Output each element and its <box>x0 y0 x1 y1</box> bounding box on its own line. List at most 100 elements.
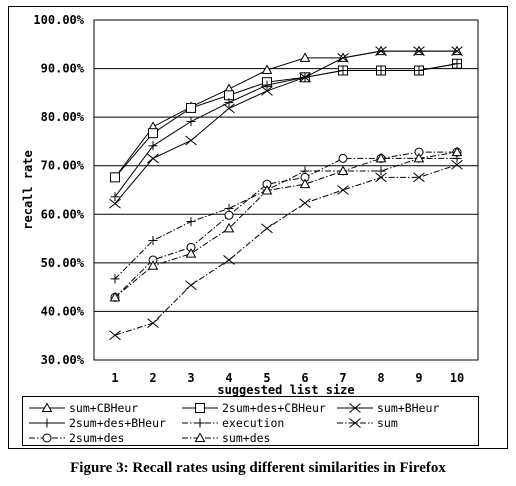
data-point <box>414 66 424 76</box>
data-point <box>299 52 311 62</box>
series-line <box>110 59 462 202</box>
legend-label: 2sum+des+BHeur <box>69 416 166 430</box>
x-tick-label: 8 <box>377 371 384 385</box>
legend-label: 2sum+des <box>69 431 125 445</box>
x-tick-label: 6 <box>301 371 308 385</box>
series-path <box>114 164 458 336</box>
data-point <box>338 153 348 163</box>
data-point <box>42 418 52 428</box>
data-point <box>186 217 196 227</box>
data-point <box>299 178 311 189</box>
data-point <box>261 223 273 234</box>
series-line <box>110 58 462 183</box>
data-point <box>451 46 463 56</box>
data-point <box>452 59 462 69</box>
legend-swatch <box>182 418 218 428</box>
legend-label: execution <box>222 416 285 430</box>
data-point <box>148 128 158 139</box>
y-tick-label: 80.00% <box>41 110 85 124</box>
data-point <box>224 98 234 108</box>
data-point <box>376 166 386 176</box>
x-tick-label: 9 <box>415 371 422 385</box>
legend-swatch <box>337 403 373 413</box>
y-tick-label: 30.00% <box>41 353 85 367</box>
data-point <box>261 86 273 96</box>
legend-label: sum <box>377 416 398 430</box>
y-tick-label: 50.00% <box>41 256 85 270</box>
data-point <box>109 330 121 341</box>
legend-swatch <box>29 402 65 412</box>
data-point <box>148 236 158 246</box>
data-point <box>186 117 196 127</box>
data-point <box>338 66 348 76</box>
data-point <box>413 152 425 163</box>
legend-label: sum+des <box>222 431 271 445</box>
legend-label: 2sum+des+CBHeur <box>222 401 326 415</box>
data-point <box>109 198 121 209</box>
y-tick-label: 90.00% <box>41 62 85 76</box>
data-point <box>375 46 387 56</box>
data-point <box>42 433 52 443</box>
series-path <box>114 157 457 280</box>
legend-swatch <box>182 403 218 413</box>
legend-label: sum+BHeur <box>377 401 440 415</box>
x-tick-label: 1 <box>111 371 118 385</box>
x-tick-label: 4 <box>225 371 232 385</box>
legend-swatch <box>29 418 65 428</box>
data-point <box>186 102 196 113</box>
data-point <box>185 248 197 258</box>
data-point <box>337 165 349 176</box>
series-line <box>109 46 463 209</box>
data-point <box>299 198 311 209</box>
line-chart: 30.00% 40.00% 50.00% 60.00% 70.00% 80.00% 90.0… <box>21 13 479 397</box>
data-point <box>223 222 235 233</box>
legend: sum+CBHeur 2sum+des+CBHeur sum+BHeur 2su… <box>22 396 479 446</box>
y-axis: 30.00% 40.00% 50.00% 60.00% 70.00% 80.00% 90.0… <box>33 13 84 367</box>
data-point <box>195 403 205 413</box>
data-point <box>110 192 120 202</box>
data-point <box>147 260 159 270</box>
y-axis-title: recall rate <box>21 150 35 229</box>
x-tick-label: 2 <box>149 371 156 385</box>
data-point <box>349 403 361 413</box>
series-line <box>110 153 462 284</box>
y-tick-label: 100.00% <box>33 13 84 27</box>
series-line <box>109 45 463 182</box>
data-point <box>147 153 159 164</box>
y-tick-label: 60.00% <box>41 207 85 221</box>
plot-area <box>93 19 479 361</box>
data-point <box>147 318 159 328</box>
data-point <box>110 274 120 284</box>
chart-frame <box>8 6 508 449</box>
legend-swatch <box>337 418 373 428</box>
figure-caption: Figure 3: Recall rates using different s… <box>70 460 446 476</box>
data-point <box>262 80 272 90</box>
y-tick-label: 70.00% <box>41 159 85 173</box>
data-point <box>194 432 206 442</box>
data-point <box>451 159 463 170</box>
legend-label: sum+CBHeur <box>69 401 139 415</box>
series-path <box>114 151 458 298</box>
series-line <box>109 159 463 341</box>
legend-swatch <box>29 433 65 443</box>
data-point <box>300 72 310 82</box>
data-point <box>413 46 425 56</box>
data-point <box>185 280 197 291</box>
data-point <box>451 146 463 157</box>
series-path <box>114 50 457 204</box>
data-point <box>376 66 386 76</box>
data-point <box>185 135 197 146</box>
x-axis-title: suggested list size <box>217 383 354 397</box>
y-tick-label: 40.00% <box>41 304 85 318</box>
data-point <box>148 141 158 151</box>
data-point <box>349 418 361 428</box>
x-tick-label: 10 <box>450 371 464 385</box>
x-tick-label: 3 <box>187 371 194 385</box>
x-axis: 1 2 3 4 5 6 7 8 9 10 <box>111 371 464 385</box>
data-point <box>223 103 235 114</box>
data-point <box>337 52 349 63</box>
legend-swatch <box>182 432 218 442</box>
x-tick-label: 7 <box>339 371 346 385</box>
data-point <box>223 255 235 265</box>
data-point <box>41 402 53 412</box>
